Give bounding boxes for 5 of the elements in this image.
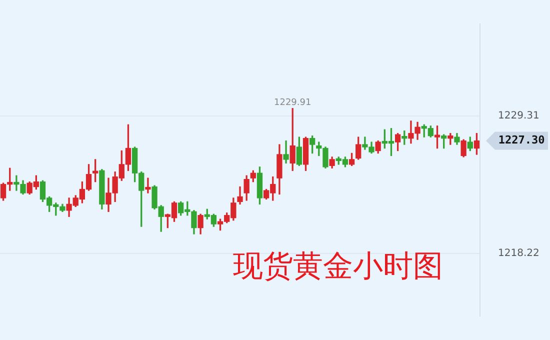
text: 1227.30	[498, 134, 545, 147]
y-tick-label: 1218.22	[498, 248, 540, 260]
text: 现货黄金小时图	[233, 250, 443, 283]
y-tick-label: 1229.31	[498, 110, 540, 122]
annotation: 1229.91	[274, 98, 312, 108]
